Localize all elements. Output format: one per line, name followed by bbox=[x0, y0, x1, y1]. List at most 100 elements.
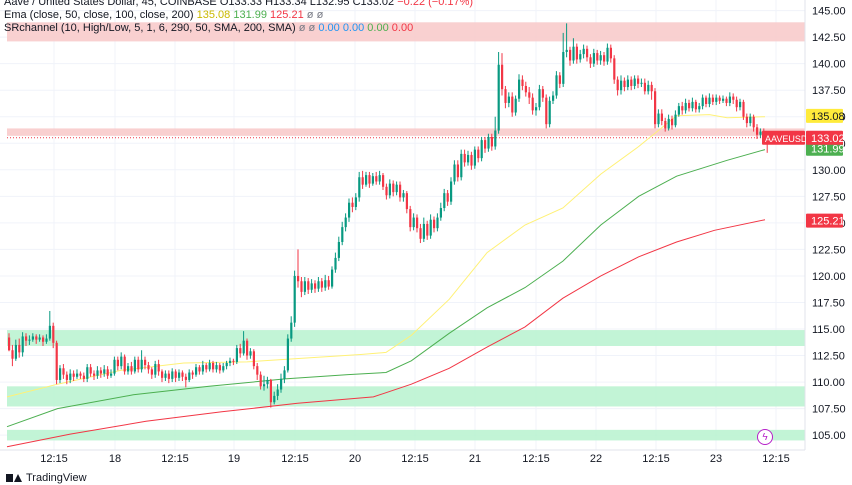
candle-body bbox=[181, 372, 184, 377]
chart-legend: Aave / United States Dollar, 45, COINBAS… bbox=[4, 0, 473, 35]
candle-body bbox=[341, 227, 344, 242]
candle bbox=[518, 74, 521, 102]
candle-body bbox=[232, 360, 235, 362]
eye-icon[interactable]: ø bbox=[306, 9, 314, 21]
candle bbox=[280, 373, 283, 393]
candle bbox=[167, 370, 170, 384]
candle bbox=[93, 370, 96, 380]
ema50-value: 135.08 bbox=[196, 9, 231, 21]
candle-body bbox=[164, 373, 167, 378]
candle-body bbox=[310, 283, 313, 290]
candle bbox=[691, 97, 694, 112]
candle bbox=[259, 371, 262, 390]
legend-ema-row[interactable]: Ema (close, 50, close, 100, close, 200) … bbox=[4, 9, 473, 22]
candle bbox=[412, 213, 415, 231]
sr-zone bbox=[7, 330, 805, 346]
candle bbox=[477, 146, 480, 163]
candle-body bbox=[735, 99, 738, 108]
candle-body bbox=[337, 241, 340, 258]
candle-body bbox=[127, 366, 130, 372]
tradingview-logo[interactable]: TradingView bbox=[6, 472, 87, 484]
candle-body bbox=[470, 154, 473, 166]
candle bbox=[178, 369, 181, 382]
legend-symbol-row[interactable]: Aave / United States Dollar, 45, COINBAS… bbox=[4, 0, 473, 9]
settings-icon[interactable]: ø bbox=[316, 9, 324, 21]
candle-body bbox=[208, 362, 211, 370]
candle bbox=[358, 171, 361, 202]
candle bbox=[103, 365, 106, 377]
candle-body bbox=[402, 193, 405, 198]
candle-body bbox=[368, 175, 371, 184]
candle-body bbox=[280, 378, 283, 390]
candle-body bbox=[521, 79, 524, 86]
time-axis[interactable]: 12:15 18 12:15 19 12:15 20 12:15 21 12:15 22 12:15… bbox=[40, 453, 790, 465]
candle bbox=[320, 278, 323, 292]
time-tick-label: 12:15 bbox=[401, 453, 429, 465]
candle-body bbox=[303, 281, 306, 292]
candle bbox=[735, 96, 738, 112]
settings-icon[interactable]: ø bbox=[308, 22, 316, 34]
candle bbox=[212, 360, 215, 373]
legend-sr-row[interactable]: SRchannel (10, High/Low, 5, 1, 6, 290, 5… bbox=[4, 22, 473, 35]
candle bbox=[725, 96, 728, 107]
time-tick-label: 21 bbox=[469, 453, 481, 465]
candle-body bbox=[667, 118, 670, 129]
time-tick-label: 12:15 bbox=[281, 453, 309, 465]
candle-body bbox=[569, 49, 572, 61]
candle bbox=[728, 92, 731, 107]
candle-body bbox=[256, 366, 259, 375]
price-axis[interactable]: 145.00142.50140.00137.50135.00132.50130.… bbox=[812, 6, 846, 443]
candle-body bbox=[99, 370, 102, 374]
candle bbox=[334, 252, 337, 273]
candle-body bbox=[320, 281, 323, 288]
candle bbox=[99, 367, 102, 378]
time-tick-label: 22 bbox=[590, 453, 602, 465]
candle bbox=[249, 348, 252, 359]
candle-body bbox=[718, 97, 721, 101]
candle-body bbox=[565, 49, 568, 53]
candle bbox=[667, 114, 670, 131]
ema200-price-label-bg bbox=[806, 213, 843, 228]
candle bbox=[154, 360, 157, 378]
sr-zone bbox=[7, 128, 805, 136]
candle-body bbox=[348, 202, 351, 218]
candle-body bbox=[436, 217, 439, 229]
candle-body bbox=[439, 208, 442, 218]
candle-body bbox=[150, 369, 153, 375]
candle bbox=[453, 160, 456, 185]
time-tick-label: 12:15 bbox=[762, 453, 790, 465]
candle bbox=[297, 249, 300, 288]
candle bbox=[654, 88, 657, 129]
price-tick-label: 120.00 bbox=[812, 271, 846, 283]
candle bbox=[606, 43, 609, 65]
sr-value-3: 0.00 bbox=[367, 22, 389, 34]
candle-body bbox=[575, 46, 578, 60]
candle bbox=[239, 343, 242, 358]
tradingview-mark-icon bbox=[6, 473, 22, 483]
candle bbox=[72, 370, 75, 382]
candle bbox=[144, 356, 147, 370]
candle-body bbox=[562, 52, 565, 84]
candle-body bbox=[514, 98, 517, 113]
eye-icon[interactable]: ø bbox=[298, 22, 306, 34]
candle bbox=[25, 333, 28, 346]
candle bbox=[405, 191, 408, 214]
candle-body bbox=[484, 140, 487, 149]
ema100-value: 131.99 bbox=[233, 9, 267, 21]
price-tick-label: 137.50 bbox=[812, 85, 846, 97]
lightning-icon[interactable]: ϟ bbox=[757, 429, 773, 445]
candle bbox=[171, 368, 174, 383]
candle bbox=[28, 335, 31, 345]
candle bbox=[562, 32, 565, 88]
candle-body bbox=[212, 362, 215, 370]
candle-body bbox=[344, 217, 347, 228]
candle bbox=[623, 77, 626, 92]
candle-body bbox=[222, 366, 225, 371]
candle-body bbox=[130, 366, 133, 372]
candle-body bbox=[72, 373, 75, 377]
candle bbox=[473, 146, 476, 169]
candle bbox=[351, 197, 354, 213]
candle bbox=[429, 214, 432, 239]
candle bbox=[157, 359, 160, 376]
